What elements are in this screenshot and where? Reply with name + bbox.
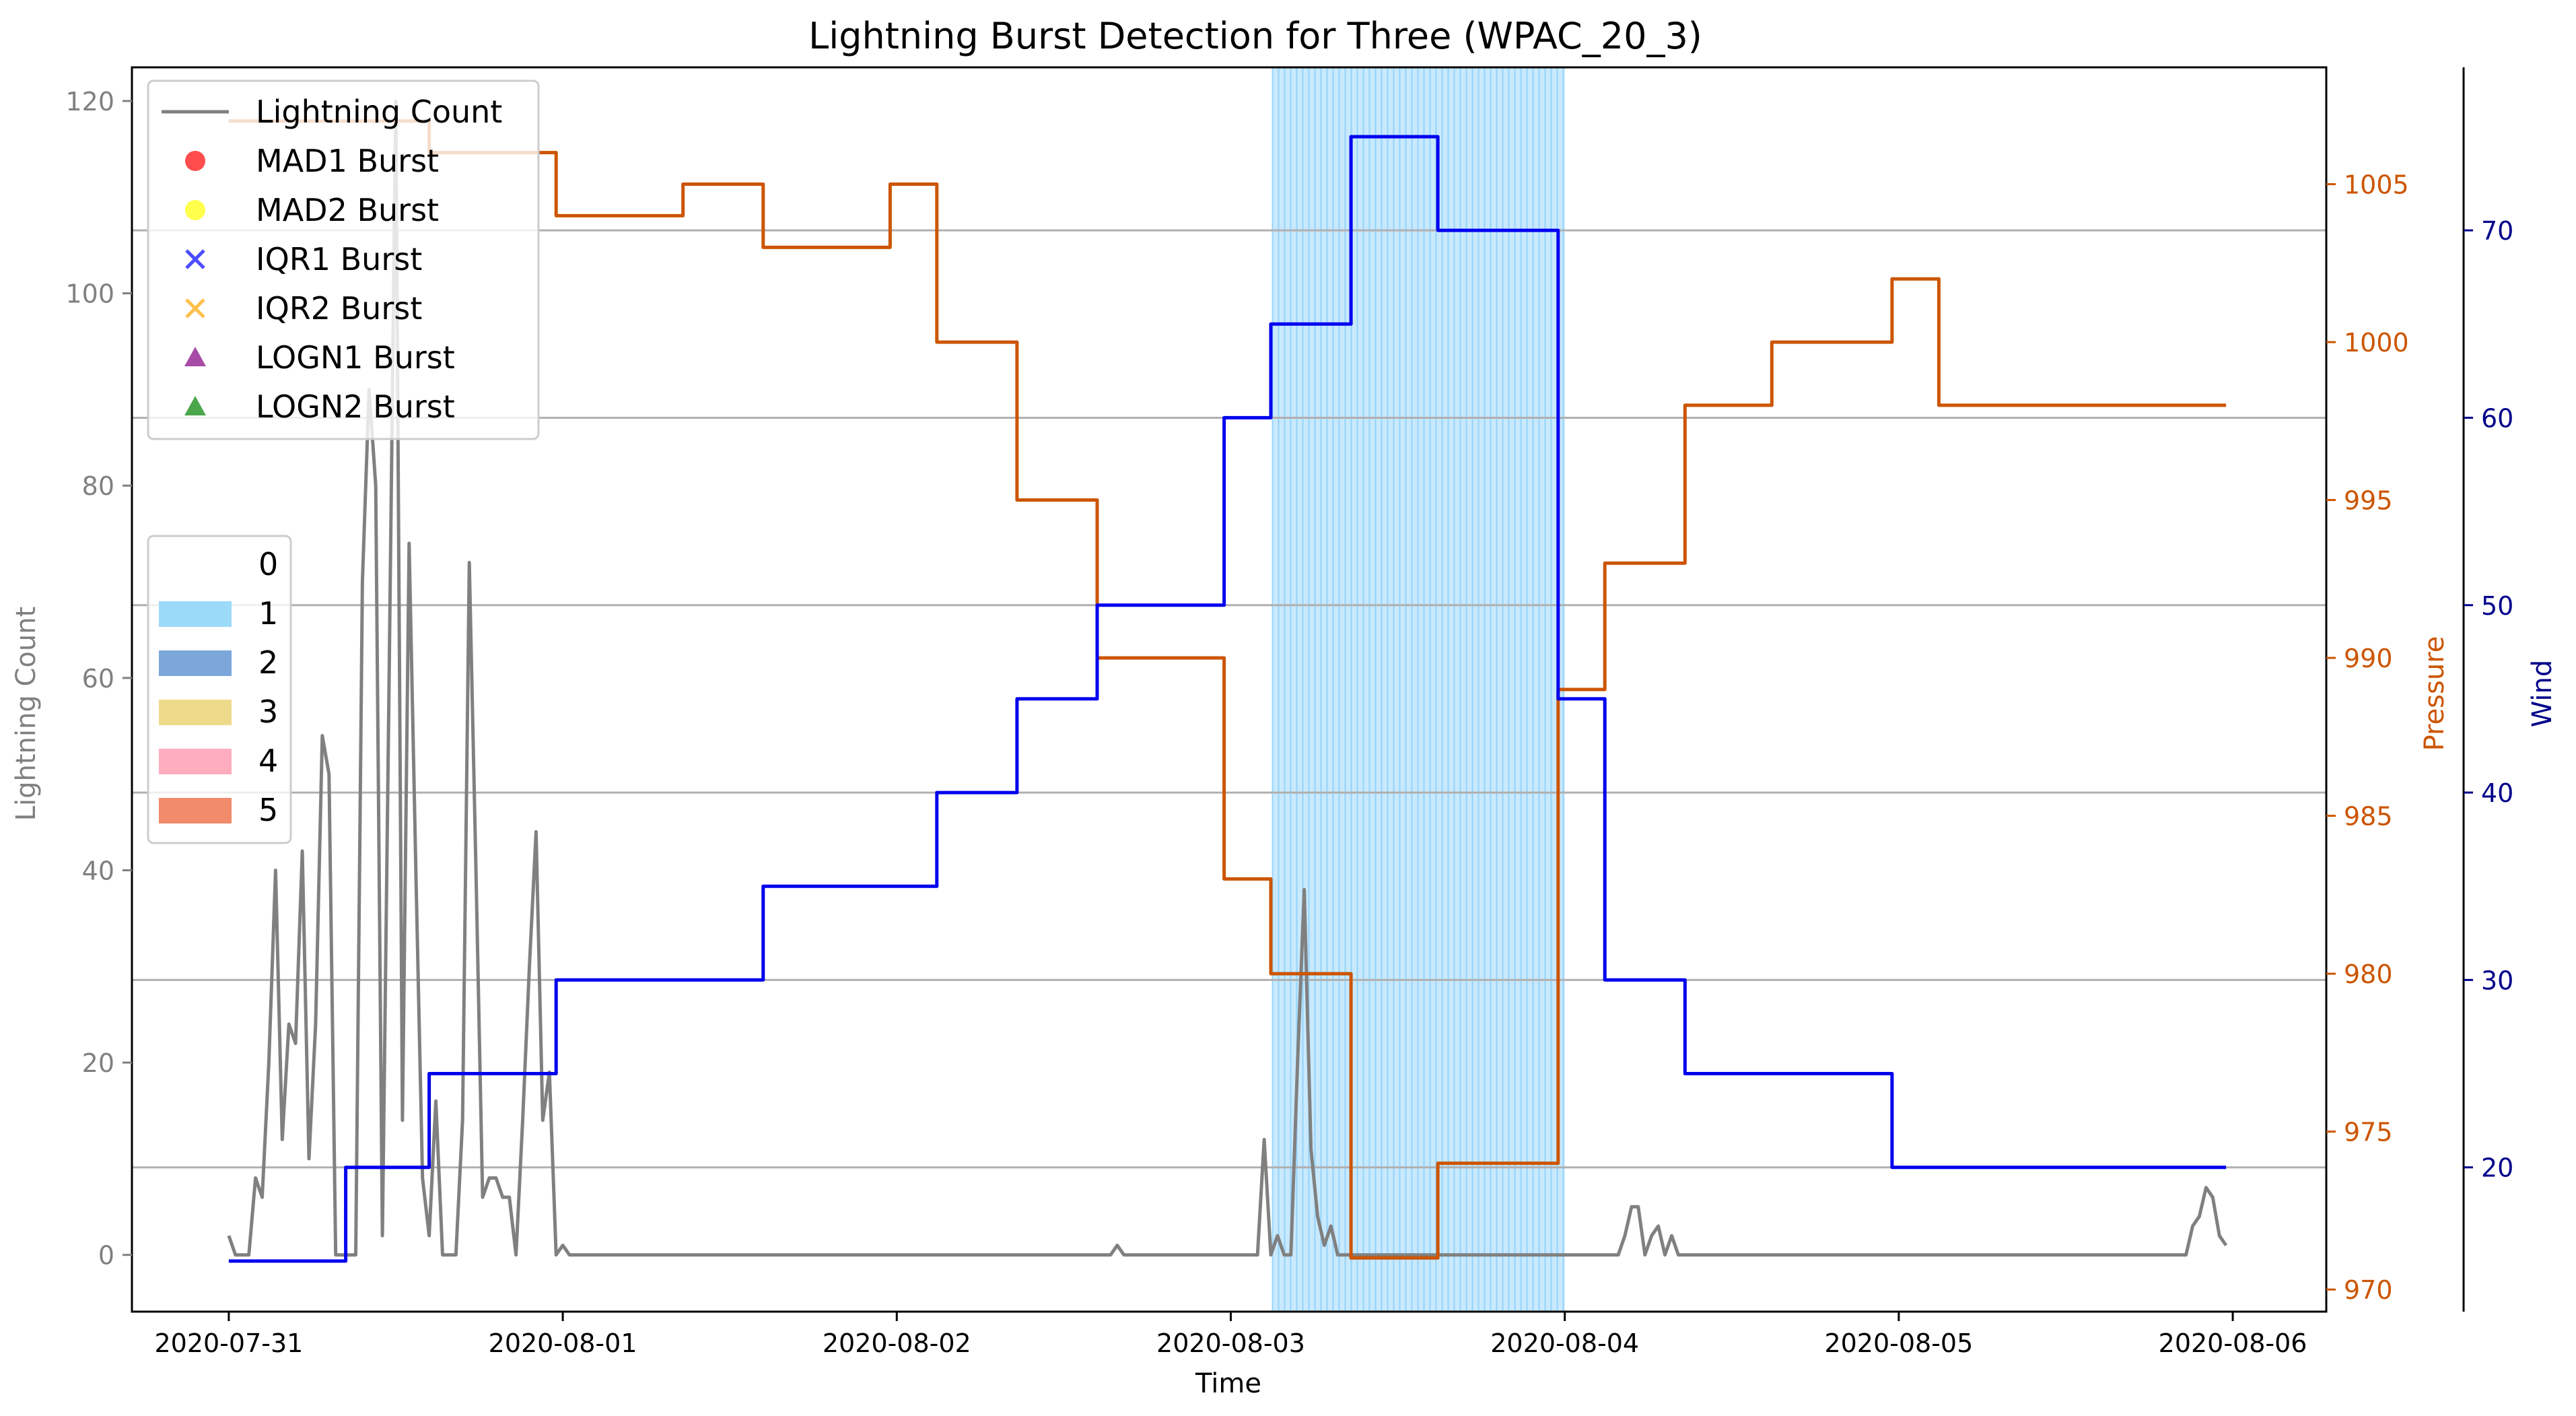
series-line-wind [228,135,2227,1263]
category-label: 4 [258,743,278,779]
legend-marker-circle [185,200,205,220]
legend-label: LOGN1 Burst [256,339,455,376]
series-line-pressure [228,119,2227,1260]
category-legend: 0 1 2 3 4 5 [147,535,292,844]
legend-label: IQR1 Burst [256,241,422,277]
legend-marker-circle [185,151,205,171]
chart-title: Lightning Burst Detection for Three (WPA… [808,15,1702,57]
series-group [227,99,2228,1263]
y-pressure-tick-label: 980 [2344,959,2393,989]
y-pressure-tick-label: 975 [2344,1118,2393,1147]
axes-group: 2020-07-31 2020-08-01 2020-08-02 2020-08-03… [65,66,2513,1358]
legend-label: Lightning Count [256,94,502,130]
legend-label: MAD2 Burst [256,192,439,228]
highlight-span-group [1272,67,1565,1312]
y-pressure-tick-label: 970 [2344,1275,2393,1305]
y-left-tick-label: 80 [82,471,114,501]
series-legend: Lightning Count MAD1 Burst MAD2 Burst IQR1 … [147,79,540,440]
category-swatch [159,798,232,823]
y-wind-tick-label: 20 [2481,1153,2513,1183]
category-label: 5 [258,792,278,828]
y-wind-tick-label: 60 [2481,403,2513,433]
legend-marker-triangle [184,347,206,366]
legend-marker-triangle [184,396,206,415]
y-pressure-tick-label: 985 [2344,802,2393,832]
y-pressure-tick-label: 1005 [2344,170,2409,200]
category-label: 0 [258,546,278,582]
y-left-tick-label: 60 [82,664,114,694]
legend-box [147,79,540,440]
category-swatch [159,700,232,725]
y-left-tick-label: 120 [65,87,114,116]
legend-marker-x [185,249,205,269]
legend-label: MAD1 Burst [256,143,439,179]
category-swatch [159,650,232,676]
y-wind-tick-label: 50 [2481,591,2513,621]
y-left-tick-label: 40 [82,856,114,885]
x-tick-label: 2020-08-06 [2159,1328,2307,1358]
plot-frame [131,66,2328,1313]
category-label: 1 [258,595,278,632]
y-axis-label-wind: Wind [2527,660,2558,728]
x-axis-label: Time [1195,1368,1261,1399]
legend-marker-x [185,298,205,318]
y-left-tick-label: 0 [98,1241,114,1271]
y-wind-tick-label: 30 [2481,966,2513,995]
y-left-tick-label: 100 [65,279,114,309]
legend-label: LOGN2 Burst [256,389,455,425]
y-wind-tick-label: 70 [2481,216,2513,246]
series-line-lightning-count [227,99,2228,1257]
category-swatch [159,749,232,774]
y-pressure-tick-label: 995 [2344,486,2393,516]
x-tick-label: 2020-08-05 [1824,1328,1973,1358]
category-label: 3 [258,694,278,730]
legend-label: IQR2 Burst [256,290,422,327]
y-pressure-tick-label: 1000 [2344,328,2409,358]
y-axis-label-lightning: Lightning Count [11,607,42,821]
category-swatch [159,552,232,578]
category-label: 2 [258,644,278,681]
x-tick-label: 2020-08-04 [1490,1328,1639,1358]
y-pressure-tick-label: 990 [2344,644,2393,673]
y-wind-tick-label: 40 [2481,778,2513,808]
y-axis-label-pressure: Pressure [2419,636,2450,751]
x-tick-label: 2020-08-03 [1156,1328,1305,1358]
x-tick-label: 2020-07-31 [154,1328,303,1358]
x-tick-label: 2020-08-01 [489,1328,637,1358]
category-swatch [159,601,232,627]
y-left-tick-label: 20 [82,1048,114,1078]
x-tick-label: 2020-08-02 [823,1328,971,1358]
